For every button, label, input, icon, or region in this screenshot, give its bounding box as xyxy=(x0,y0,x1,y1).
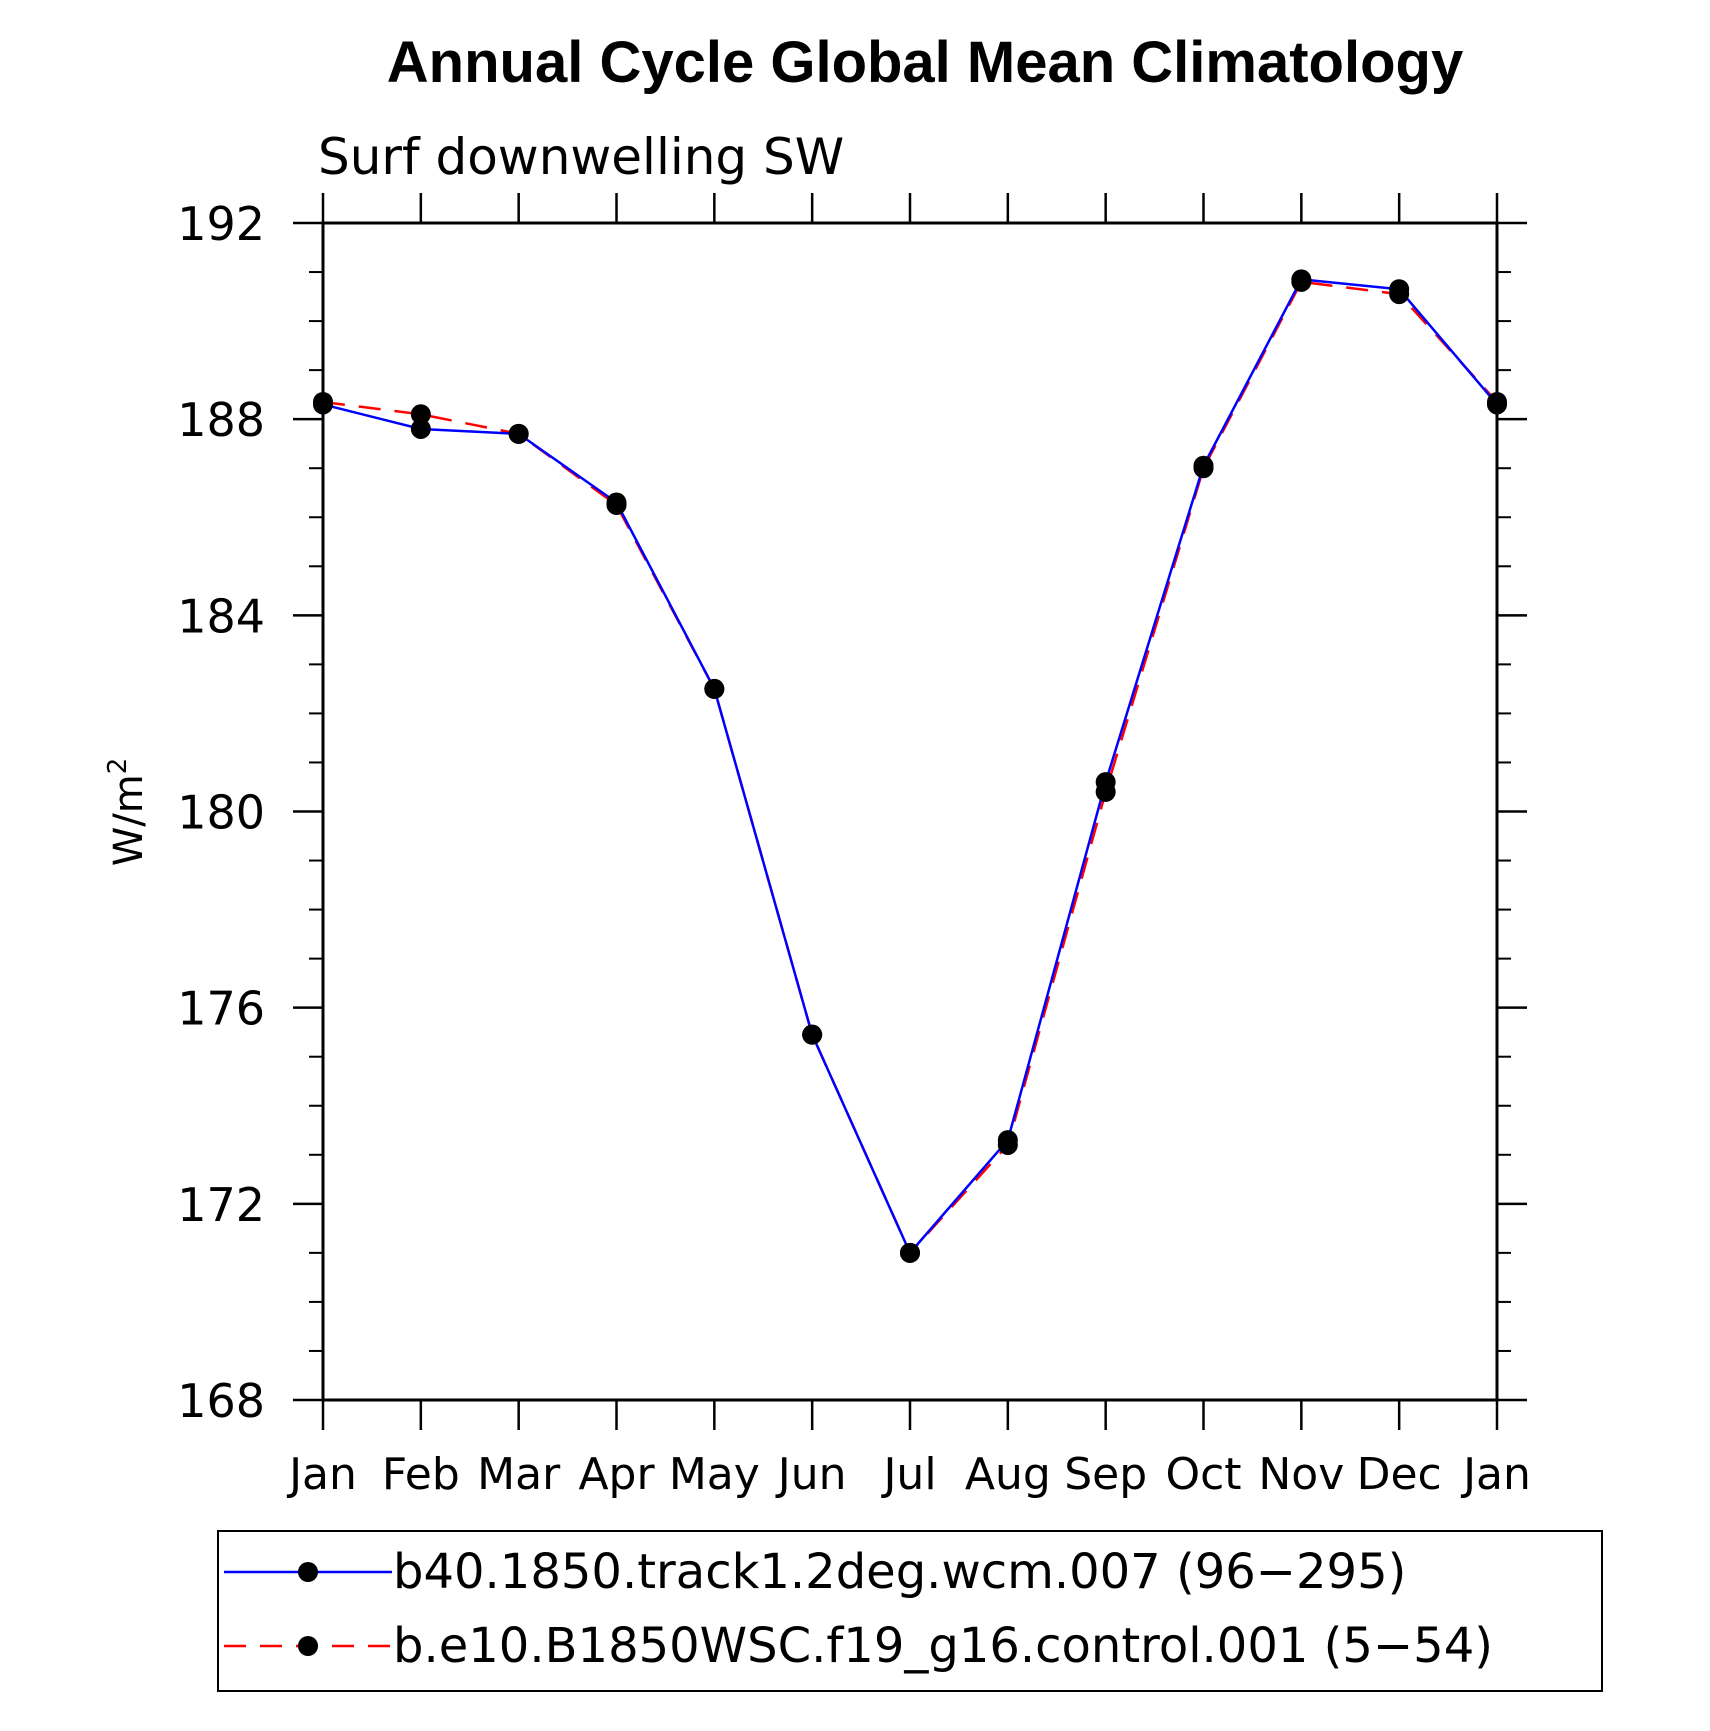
axes: 168 172 176 180 184 188 192 Jan Feb Mar Apr May Jun J… xyxy=(177,193,1531,1500)
x-tick-label: Dec xyxy=(1357,1449,1442,1500)
data-point-series-1 xyxy=(704,678,725,699)
data-point-series-1 xyxy=(1487,394,1507,415)
y-tick-label: 176 xyxy=(177,982,265,1036)
x-tick-label: Feb xyxy=(382,1449,460,1500)
x-tick-label: May xyxy=(669,1449,760,1500)
plot-frame xyxy=(321,221,1499,1402)
data-point-series-1 xyxy=(1389,279,1410,300)
y-axis-title: W/m2 xyxy=(103,758,152,867)
x-tick-label: Oct xyxy=(1165,1449,1241,1500)
series-line-2 xyxy=(322,280,1498,1255)
svg-text:W/m2: W/m2 xyxy=(103,758,152,867)
data-point-series-1 xyxy=(1193,455,1214,476)
y-tick-label: 188 xyxy=(177,393,265,447)
data-point-series-2 xyxy=(410,404,431,425)
data-point-series-1 xyxy=(606,492,627,513)
data-point-series-1 xyxy=(1291,269,1312,290)
x-tick-label: Jan xyxy=(286,1449,357,1500)
x-tick-label: Nov xyxy=(1258,1449,1344,1500)
x-tick-label: Sep xyxy=(1064,1449,1147,1500)
x-tick-label: Jul xyxy=(880,1449,936,1500)
series-line-1 xyxy=(322,278,1498,1255)
data-point-series-1 xyxy=(508,423,529,444)
legend: b40.1850.track1.2deg.wcm.007 (96−295) b.… xyxy=(217,1530,1603,1692)
series-group xyxy=(313,269,1507,1263)
data-point-series-1 xyxy=(802,1024,823,1045)
legend-label-series-1: b40.1850.track1.2deg.wcm.007 (96−295) xyxy=(393,1544,1406,1600)
legend-label-series-2: b.e10.B1850WSC.f19_g16.control.001 (5−54… xyxy=(393,1618,1493,1674)
y-tick-label: 168 xyxy=(177,1374,265,1428)
x-tick-label: Mar xyxy=(477,1449,561,1500)
chart-title: Annual Cycle Global Mean Climatology xyxy=(387,30,1463,95)
x-tick-label: Apr xyxy=(578,1449,655,1500)
chart-subtitle: Surf downwelling SW xyxy=(318,128,844,186)
data-point-series-1 xyxy=(313,394,333,415)
y-tick-label: 180 xyxy=(177,786,265,840)
x-tick-label: Jan xyxy=(1460,1449,1531,1500)
x-tick-label: Jun xyxy=(775,1449,847,1500)
y-axis-label-superscript: 2 xyxy=(103,758,133,775)
y-tick-label: 184 xyxy=(177,589,265,643)
data-point-series-1 xyxy=(410,418,431,439)
legend-marker-series-2 xyxy=(298,1636,318,1656)
y-tick-label: 172 xyxy=(177,1178,265,1232)
y-axis-label: W/m xyxy=(106,774,152,866)
legend-marker-series-1 xyxy=(298,1562,318,1582)
legend-box xyxy=(217,1530,1603,1692)
y-tick-label: 192 xyxy=(177,197,265,251)
data-point-series-1 xyxy=(997,1130,1018,1151)
data-point-series-1 xyxy=(1095,772,1116,793)
data-point-series-1 xyxy=(900,1242,920,1263)
x-tick-label: Aug xyxy=(965,1449,1051,1500)
